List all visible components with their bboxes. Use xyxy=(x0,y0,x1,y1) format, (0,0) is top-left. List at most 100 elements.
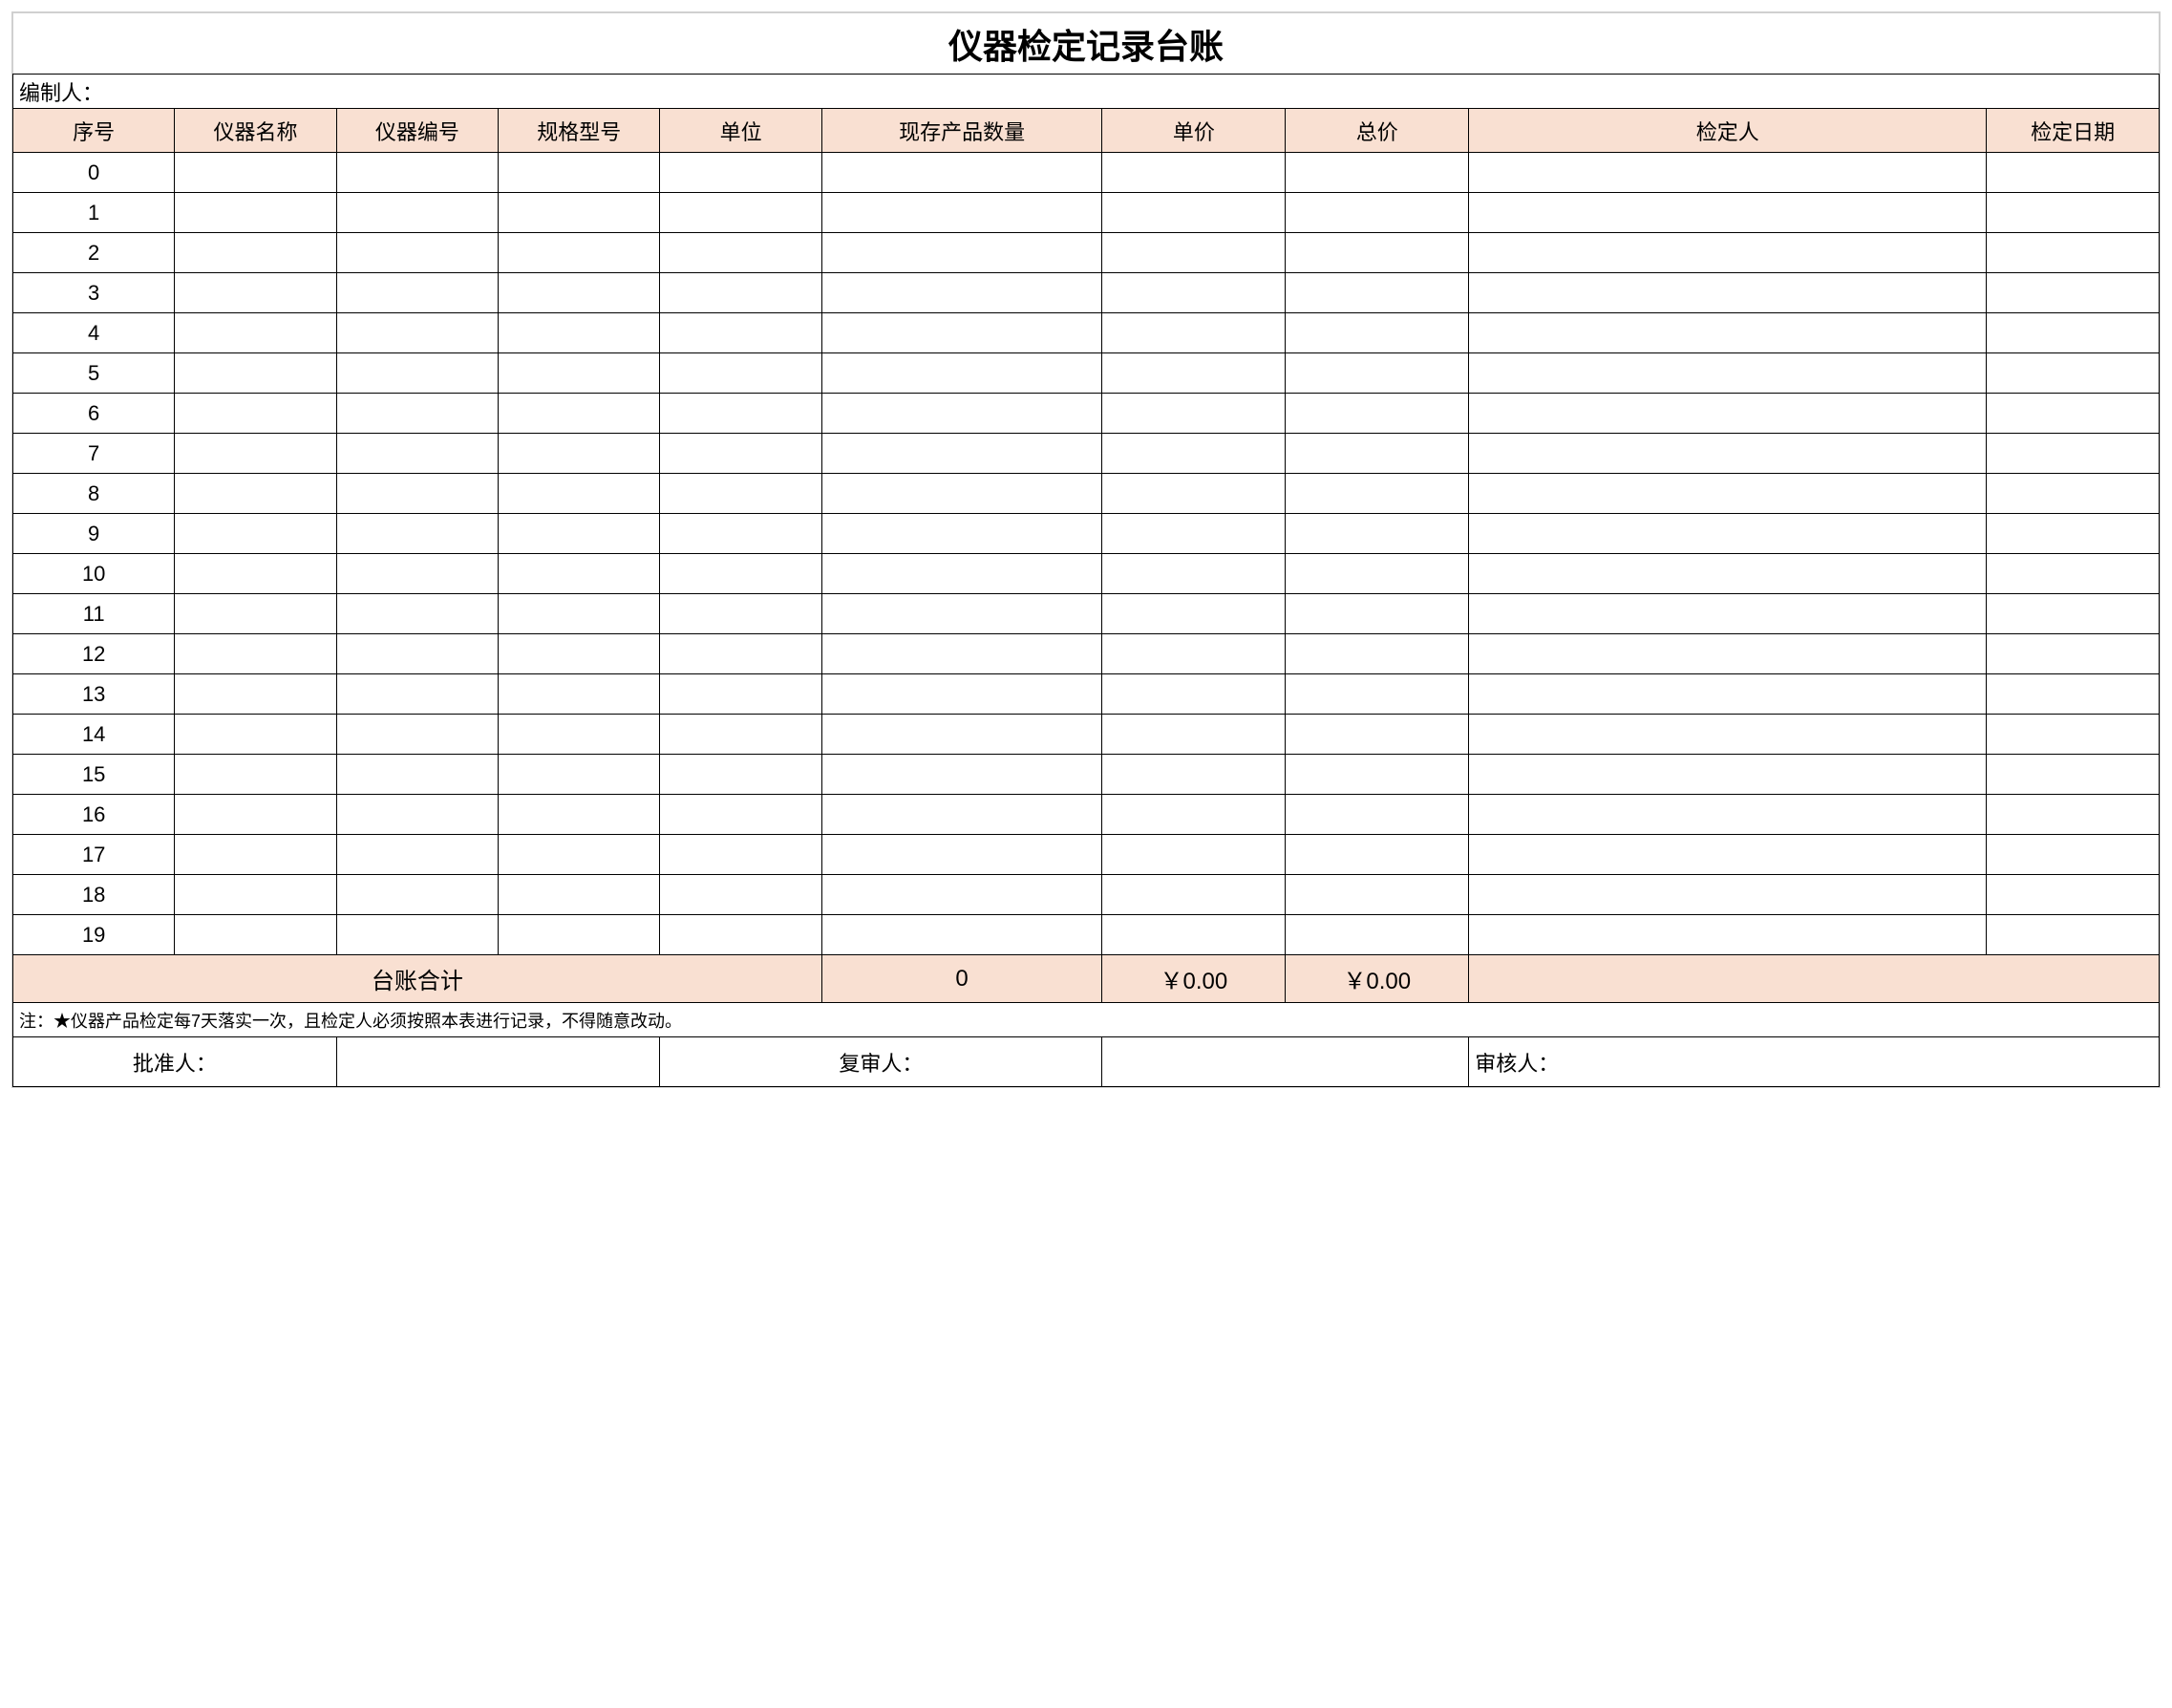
cell[interactable] xyxy=(1469,674,1987,715)
cell[interactable] xyxy=(499,875,660,915)
cell[interactable] xyxy=(821,353,1102,394)
cell[interactable] xyxy=(1286,634,1469,674)
cell[interactable] xyxy=(1469,634,1987,674)
cell[interactable] xyxy=(821,474,1102,514)
cell[interactable] xyxy=(1469,474,1987,514)
cell[interactable] xyxy=(1469,313,1987,353)
cell[interactable] xyxy=(1469,394,1987,434)
cell[interactable] xyxy=(1102,434,1286,474)
cell[interactable] xyxy=(1469,795,1987,835)
cell[interactable] xyxy=(336,594,498,634)
cell[interactable] xyxy=(660,915,821,955)
cell[interactable] xyxy=(821,434,1102,474)
cell[interactable] xyxy=(175,634,336,674)
cell[interactable] xyxy=(660,755,821,795)
cell[interactable] xyxy=(1102,875,1286,915)
cell[interactable] xyxy=(1469,755,1987,795)
cell[interactable] xyxy=(660,674,821,715)
cell[interactable] xyxy=(1987,313,2160,353)
cell[interactable] xyxy=(499,233,660,273)
cell[interactable] xyxy=(499,674,660,715)
cell[interactable] xyxy=(175,554,336,594)
cell[interactable] xyxy=(1286,434,1469,474)
cell[interactable] xyxy=(821,394,1102,434)
cell[interactable] xyxy=(1469,153,1987,193)
cell[interactable] xyxy=(660,233,821,273)
cell[interactable] xyxy=(1102,795,1286,835)
cell[interactable] xyxy=(175,715,336,755)
cell[interactable] xyxy=(336,474,498,514)
cell[interactable] xyxy=(1469,715,1987,755)
cell[interactable] xyxy=(499,835,660,875)
cell[interactable] xyxy=(1286,514,1469,554)
cell[interactable] xyxy=(1469,193,1987,233)
cell[interactable] xyxy=(499,634,660,674)
cell[interactable] xyxy=(336,394,498,434)
cell[interactable] xyxy=(1286,273,1469,313)
cell[interactable] xyxy=(1469,514,1987,554)
cell[interactable] xyxy=(1286,594,1469,634)
cell[interactable] xyxy=(336,153,498,193)
cell[interactable] xyxy=(336,514,498,554)
cell[interactable] xyxy=(660,875,821,915)
cell[interactable] xyxy=(1102,674,1286,715)
cell[interactable] xyxy=(499,153,660,193)
cell[interactable] xyxy=(499,514,660,554)
cell[interactable] xyxy=(175,474,336,514)
cell[interactable] xyxy=(336,835,498,875)
cell[interactable] xyxy=(336,193,498,233)
cell[interactable] xyxy=(499,795,660,835)
cell[interactable] xyxy=(1469,594,1987,634)
cell[interactable] xyxy=(1469,233,1987,273)
cell[interactable] xyxy=(499,193,660,233)
cell[interactable] xyxy=(1987,715,2160,755)
cell[interactable] xyxy=(821,153,1102,193)
cell[interactable] xyxy=(175,594,336,634)
cell[interactable] xyxy=(1102,514,1286,554)
cell[interactable] xyxy=(1286,875,1469,915)
cell[interactable] xyxy=(660,273,821,313)
cell[interactable] xyxy=(1102,474,1286,514)
cell[interactable] xyxy=(1286,313,1469,353)
cell[interactable] xyxy=(660,153,821,193)
cell[interactable] xyxy=(1469,875,1987,915)
cell[interactable] xyxy=(175,153,336,193)
cell[interactable] xyxy=(175,755,336,795)
cell[interactable] xyxy=(175,313,336,353)
cell[interactable] xyxy=(1987,394,2160,434)
cell[interactable] xyxy=(821,634,1102,674)
cell[interactable] xyxy=(1987,795,2160,835)
cell[interactable] xyxy=(821,755,1102,795)
cell[interactable] xyxy=(1286,554,1469,594)
cell[interactable] xyxy=(499,434,660,474)
cell[interactable] xyxy=(175,674,336,715)
cell[interactable] xyxy=(660,394,821,434)
cell[interactable] xyxy=(336,795,498,835)
cell[interactable] xyxy=(1102,313,1286,353)
cell[interactable] xyxy=(175,273,336,313)
cell[interactable] xyxy=(821,715,1102,755)
cell[interactable] xyxy=(660,594,821,634)
cell[interactable] xyxy=(499,394,660,434)
cell[interactable] xyxy=(336,313,498,353)
cell[interactable] xyxy=(1286,835,1469,875)
cell[interactable] xyxy=(175,835,336,875)
approver-value[interactable] xyxy=(336,1037,660,1087)
cell[interactable] xyxy=(336,674,498,715)
cell[interactable] xyxy=(660,514,821,554)
cell[interactable] xyxy=(821,594,1102,634)
cell[interactable] xyxy=(821,915,1102,955)
cell[interactable] xyxy=(821,313,1102,353)
cell[interactable] xyxy=(660,474,821,514)
cell[interactable] xyxy=(336,915,498,955)
cell[interactable] xyxy=(1286,394,1469,434)
cell[interactable] xyxy=(1102,273,1286,313)
cell[interactable] xyxy=(1469,915,1987,955)
cell[interactable] xyxy=(1286,795,1469,835)
cell[interactable] xyxy=(660,634,821,674)
cell[interactable] xyxy=(660,715,821,755)
cell[interactable] xyxy=(1102,915,1286,955)
cell[interactable] xyxy=(1987,153,2160,193)
cell[interactable] xyxy=(175,915,336,955)
cell[interactable] xyxy=(336,233,498,273)
